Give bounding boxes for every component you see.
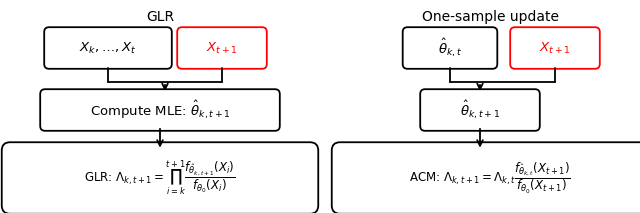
FancyBboxPatch shape [2,142,318,213]
Text: $\hat{\theta}_{k,t+1}$: $\hat{\theta}_{k,t+1}$ [460,99,500,121]
Text: $X_k, \ldots, X_t$: $X_k, \ldots, X_t$ [79,40,136,56]
Text: GLR: GLR [146,10,174,24]
Text: One-sample update: One-sample update [422,10,559,24]
Text: ACM: $\Lambda_{k,t+1} = \Lambda_{k,t} \dfrac{f_{\hat{\theta}_{k,t}}(X_{t+1})}{f_: ACM: $\Lambda_{k,t+1} = \Lambda_{k,t} \d… [409,160,571,196]
FancyBboxPatch shape [40,89,280,131]
Text: $X_{t+1}$: $X_{t+1}$ [206,40,238,56]
Text: $\hat{\theta}_{k,t}$: $\hat{\theta}_{k,t}$ [438,37,462,59]
Text: Compute MLE: $\hat{\theta}_{k,t+1}$: Compute MLE: $\hat{\theta}_{k,t+1}$ [90,99,230,121]
FancyBboxPatch shape [177,27,267,69]
Text: GLR: $\Lambda_{k,t+1} = \prod_{i=k}^{t+1} \dfrac{f_{\hat{\theta}_{k,t+1}}(X_i)}{: GLR: $\Lambda_{k,t+1} = \prod_{i=k}^{t+1… [84,158,236,198]
FancyBboxPatch shape [332,142,640,213]
FancyBboxPatch shape [44,27,172,69]
Text: $X_{t+1}$: $X_{t+1}$ [539,40,571,56]
FancyBboxPatch shape [403,27,497,69]
FancyBboxPatch shape [420,89,540,131]
FancyBboxPatch shape [510,27,600,69]
